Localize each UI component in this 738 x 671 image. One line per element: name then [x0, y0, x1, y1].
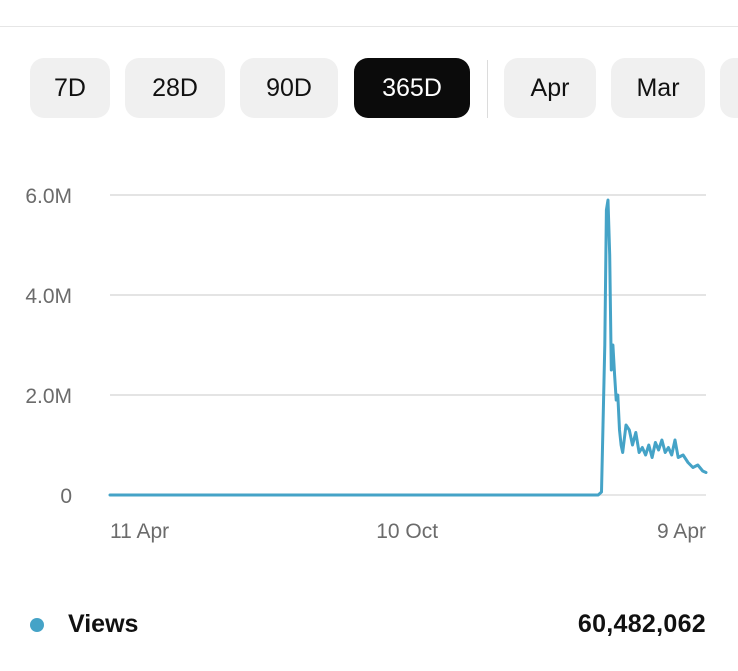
- range-tab-7d[interactable]: 7D: [30, 58, 110, 118]
- x-tick-label: 11 Apr: [110, 520, 169, 543]
- legend-series-total: 60,482,062: [577, 610, 706, 638]
- y-tick-label: 0: [60, 485, 72, 508]
- top-divider: [0, 26, 738, 27]
- views-line-chart: 0 2.0M 4.0M 6.0M 11 Apr 10 Oct 9 Apr: [25, 185, 708, 543]
- range-tabs-separator: [487, 60, 488, 118]
- x-tick-label: 10 Oct: [376, 520, 438, 543]
- chart-legend: Views 60,482,062: [0, 600, 738, 650]
- range-tab-90d[interactable]: 90D: [240, 58, 338, 118]
- x-tick-label: 9 Apr: [657, 520, 706, 543]
- range-tab-mar[interactable]: Mar: [611, 58, 705, 118]
- range-tab-apr[interactable]: Apr: [504, 58, 596, 118]
- range-tab-partial[interactable]: [720, 58, 738, 118]
- series-line-views: [108, 198, 708, 497]
- date-range-selector: 7D 28D 90D 365D Apr Mar: [0, 58, 738, 120]
- y-tick-label: 2.0M: [25, 385, 72, 408]
- y-tick-label: 4.0M: [25, 285, 72, 308]
- legend-series-dot: [30, 618, 44, 632]
- range-tab-28d[interactable]: 28D: [125, 58, 225, 118]
- y-tick-label: 6.0M: [25, 185, 72, 208]
- range-tab-365d[interactable]: 365D: [354, 58, 470, 118]
- legend-series-label: Views: [68, 610, 139, 638]
